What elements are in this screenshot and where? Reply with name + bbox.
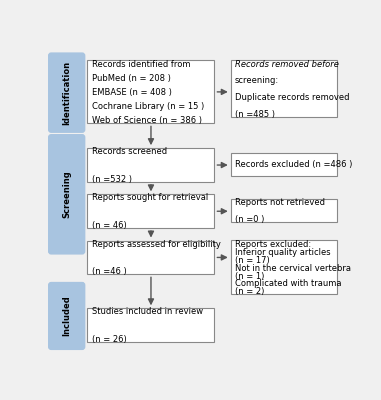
Text: Records screened: Records screened [91, 147, 167, 156]
Text: Reports excluded:: Reports excluded: [235, 240, 311, 249]
Text: (n = 26): (n = 26) [91, 335, 126, 344]
Text: Included: Included [62, 296, 71, 336]
Text: Reports sought for retrieval: Reports sought for retrieval [91, 194, 208, 202]
Bar [231, 60, 337, 117]
Bar [88, 194, 215, 228]
FancyBboxPatch shape [49, 135, 85, 254]
Text: Records excluded (n =486 ): Records excluded (n =486 ) [235, 160, 352, 169]
Text: (n = 17): (n = 17) [235, 256, 270, 265]
Text: Duplicate records removed: Duplicate records removed [235, 93, 349, 102]
Text: (n =46 ): (n =46 ) [91, 268, 126, 276]
Text: (n = 2): (n = 2) [235, 288, 264, 296]
Text: Screening: Screening [62, 170, 71, 218]
FancyBboxPatch shape [49, 53, 85, 132]
Text: (n =0 ): (n =0 ) [235, 215, 264, 224]
Text: Cochrane Library (n = 15 ): Cochrane Library (n = 15 ) [91, 102, 204, 111]
Text: EMBASE (n = 408 ): EMBASE (n = 408 ) [91, 88, 171, 97]
Bar [88, 308, 215, 342]
Text: PubMed (n = 208 ): PubMed (n = 208 ) [91, 74, 170, 83]
Bar [88, 60, 215, 124]
Text: Not in the cervical vertebra: Not in the cervical vertebra [235, 264, 351, 272]
Text: Records identified from: Records identified from [91, 60, 190, 68]
Text: (n = 46): (n = 46) [91, 221, 126, 230]
Text: (n = 1): (n = 1) [235, 272, 264, 280]
Bar [88, 240, 215, 274]
FancyBboxPatch shape [49, 283, 85, 349]
Text: Records removed before: Records removed before [235, 60, 339, 68]
Bar [231, 153, 337, 176]
Bar [231, 199, 337, 222]
Text: screening:: screening: [235, 76, 279, 86]
Bar [88, 148, 215, 182]
Text: (n =532 ): (n =532 ) [91, 175, 131, 184]
Text: Complicated with trauma: Complicated with trauma [235, 280, 341, 288]
Text: Identification: Identification [62, 60, 71, 125]
Text: Studies included in review: Studies included in review [91, 308, 203, 316]
Bar [231, 240, 337, 294]
Text: Reports not retrieved: Reports not retrieved [235, 198, 325, 207]
Text: (n =485 ): (n =485 ) [235, 110, 275, 119]
Text: Web of Science (n = 386 ): Web of Science (n = 386 ) [91, 116, 202, 126]
Text: Inferior quality articles: Inferior quality articles [235, 248, 330, 257]
Text: Reports assessed for eligibility: Reports assessed for eligibility [91, 240, 221, 249]
